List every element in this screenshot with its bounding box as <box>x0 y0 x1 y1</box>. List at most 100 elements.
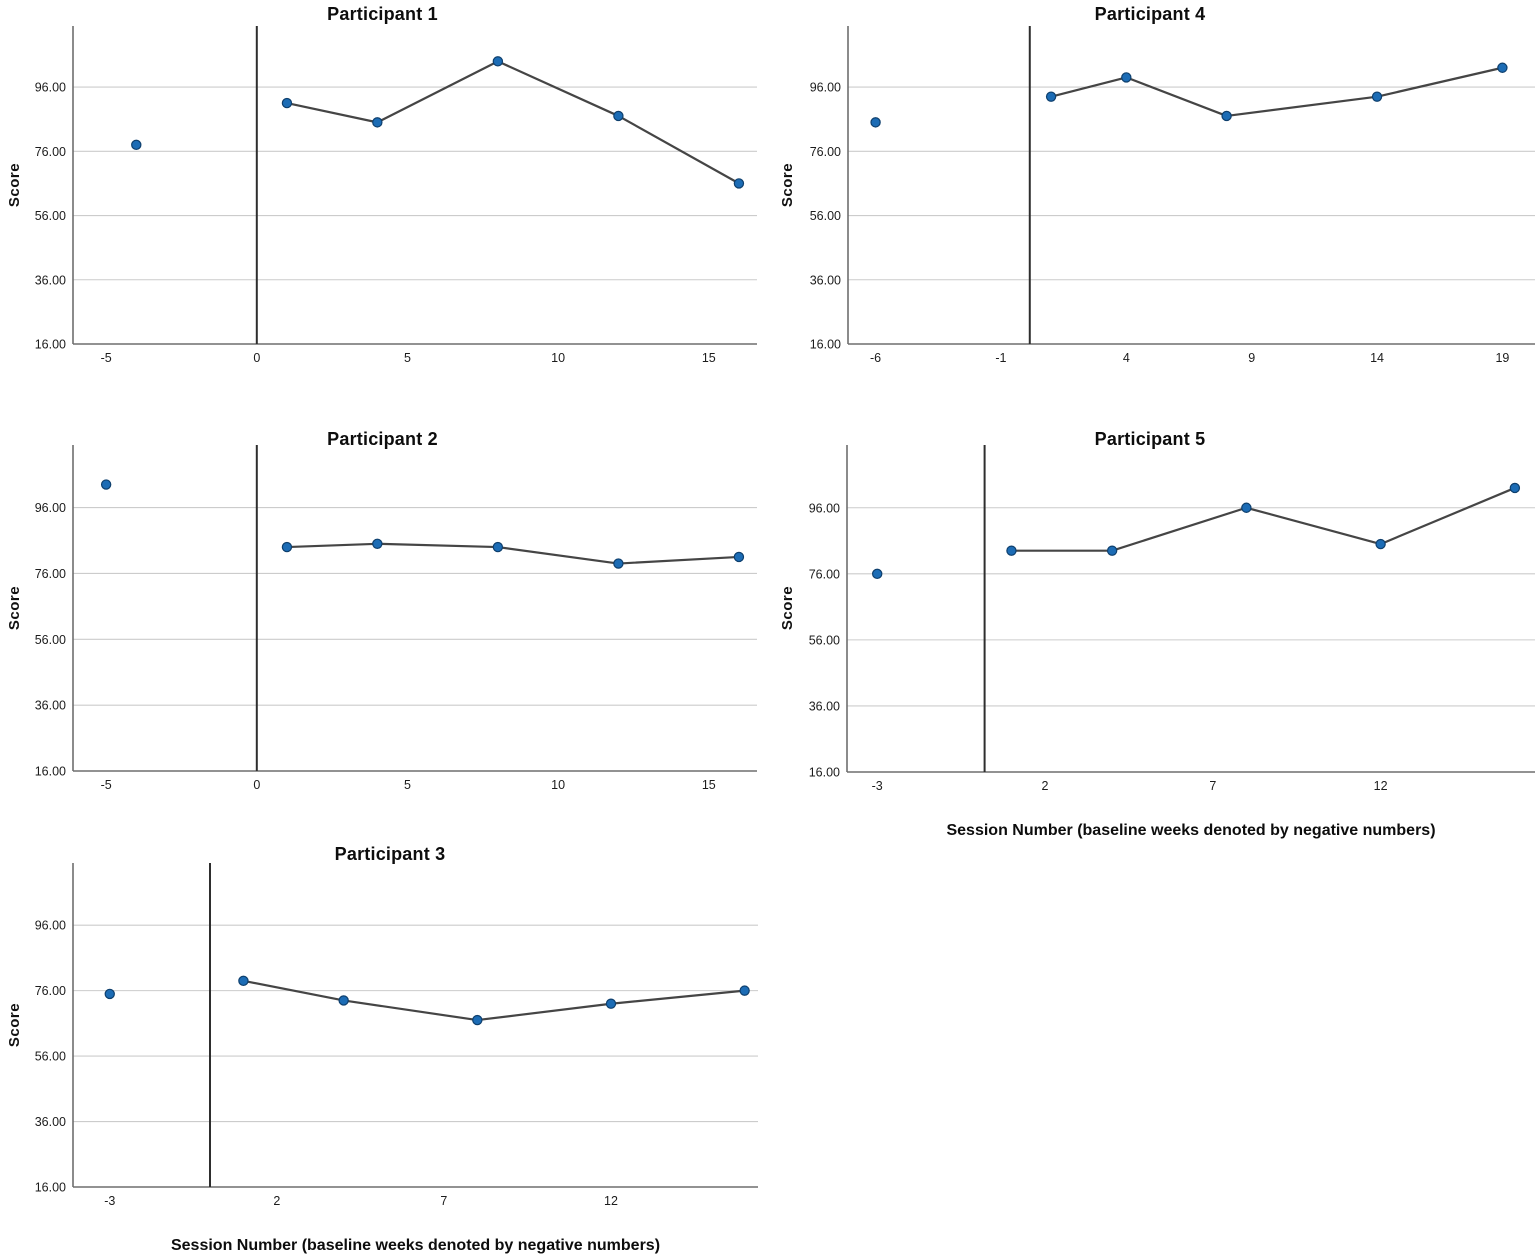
data-point-marker <box>372 117 383 128</box>
y-tick-label: 16.00 <box>809 766 840 780</box>
data-point-marker <box>281 97 293 109</box>
x-tick-label: 7 <box>1209 779 1216 793</box>
x-tick-label: 7 <box>440 1194 447 1208</box>
data-point-marker <box>492 56 504 67</box>
data-point-marker <box>104 988 115 1000</box>
data-point-marker <box>372 538 383 549</box>
data-point-marker <box>1509 482 1521 494</box>
chart-participant-3: Participant 3 Score 16.00 36.00 56.00 76.00… <box>0 830 780 1260</box>
y-tick-label: 56.00 <box>35 209 66 223</box>
data-point-marker <box>739 985 750 996</box>
data-point-marker <box>1375 538 1386 550</box>
y-tick-label: 36.00 <box>35 699 66 713</box>
chart-participant-5: Participant 5 Score 16.00 36.00 56.00 76.00… <box>765 415 1535 860</box>
intervention-line <box>1050 66 1503 118</box>
y-tick-label: 56.00 <box>809 633 840 647</box>
y-tick-label: 76.00 <box>810 145 841 159</box>
chart-title: Participant 3 <box>334 844 446 864</box>
x-tick-label: -1 <box>995 351 1006 365</box>
x-axis-label: Session Number (baseline weeks denoted b… <box>946 822 1436 839</box>
data-point-marker <box>605 998 617 1009</box>
data-point-marker <box>1006 545 1017 556</box>
chart-participant-4: Participant 4 Score 16.00 36.00 56.00 76.00… <box>765 0 1535 400</box>
chart-canvas-participant-3: 16.00 36.00 56.00 76.00 96.00 -3 2 7 12 <box>35 863 758 1208</box>
data-point-marker <box>1371 91 1383 102</box>
y-tick-label: 96.00 <box>35 919 66 933</box>
data-point-marker <box>100 479 112 490</box>
data-point-marker <box>472 1014 483 1026</box>
chart-title: Participant 2 <box>327 429 438 449</box>
chart-participant-2: Participant 2 Score 16.00 36.00 56.00 76.00… <box>0 415 765 815</box>
chart-canvas-participant-5: 16.00 36.00 56.00 76.00 96.00 -3 2 7 12 <box>809 445 1535 793</box>
x-tick-label: 0 <box>253 351 260 365</box>
data-point-marker <box>1221 110 1232 122</box>
x-tick-label: -3 <box>872 779 883 793</box>
chart-canvas-participant-2: 16.00 36.00 56.00 76.00 96.00 -5 0 5 10 15 <box>35 445 757 792</box>
x-tick-label: 5 <box>404 351 411 365</box>
x-tick-label: 5 <box>404 778 411 792</box>
data-point-marker <box>613 558 624 569</box>
data-point-marker <box>1241 502 1252 513</box>
data-point-marker <box>1106 545 1118 556</box>
x-tick-label: 19 <box>1495 351 1509 365</box>
y-tick-label: 56.00 <box>810 209 841 223</box>
data-point-marker <box>281 541 293 553</box>
chart-title: Participant 5 <box>1094 429 1206 449</box>
chart-title: Participant 1 <box>327 4 438 24</box>
data-point-marker <box>1121 72 1132 83</box>
chart-canvas-participant-1: 16.00 36.00 56.00 76.00 96.00 -5 0 5 10 15 <box>35 26 757 365</box>
chart-title: Participant 4 <box>1094 4 1206 24</box>
chart-canvas-participant-4: 16.00 36.00 56.00 76.00 96.00 -6 -1 4 9 14 19 <box>810 26 1535 365</box>
x-tick-label: 9 <box>1248 351 1255 365</box>
x-tick-label: 2 <box>1042 779 1049 793</box>
x-tick-label: 15 <box>702 778 716 792</box>
x-axis-label: Session Number (baseline weeks denoted b… <box>170 1237 661 1254</box>
x-tick-label: -5 <box>101 351 112 365</box>
y-tick-label: 16.00 <box>810 338 841 352</box>
intervention-line <box>243 979 745 1022</box>
y-tick-label: 76.00 <box>809 567 840 581</box>
data-point-marker <box>733 551 745 563</box>
y-tick-label: 16.00 <box>35 338 66 352</box>
x-tick-label: 0 <box>253 778 260 792</box>
x-tick-label: 12 <box>1374 779 1388 793</box>
data-point-marker <box>338 995 349 1006</box>
y-tick-label: 16.00 <box>35 1181 66 1195</box>
y-tick-label: 56.00 <box>35 633 66 647</box>
x-tick-label: -6 <box>870 351 881 365</box>
x-tick-label: 12 <box>604 1194 618 1208</box>
x-tick-label: 10 <box>551 351 565 365</box>
data-point-marker <box>238 975 249 987</box>
y-tick-label: 56.00 <box>35 1050 66 1064</box>
x-tick-label: 4 <box>1123 351 1130 365</box>
y-tick-label: 96.00 <box>810 81 841 95</box>
x-tick-label: 14 <box>1370 351 1384 365</box>
intervention-line <box>286 542 739 565</box>
data-point-marker <box>613 110 624 122</box>
y-tick-label: 36.00 <box>809 699 840 713</box>
y-tick-label: 96.00 <box>809 501 840 515</box>
y-tick-label: 76.00 <box>35 145 66 159</box>
y-tick-label: 16.00 <box>35 765 66 779</box>
data-point-marker <box>870 117 881 128</box>
x-tick-label: -3 <box>104 1194 115 1208</box>
x-tick-label: 2 <box>273 1194 280 1208</box>
y-tick-label: 76.00 <box>35 567 66 581</box>
x-tick-label: -5 <box>101 778 112 792</box>
y-tick-label: 36.00 <box>35 273 66 287</box>
data-point-marker <box>492 541 504 553</box>
y-tick-label: 76.00 <box>35 984 66 998</box>
data-point-marker <box>1497 62 1508 73</box>
y-tick-label: 96.00 <box>35 81 66 95</box>
intervention-line <box>1011 486 1516 552</box>
chart-participant-1: Participant 1 Score 16.00 36.00 56.00 76.00… <box>0 0 765 400</box>
data-point-marker <box>733 178 745 189</box>
y-tick-label: 36.00 <box>35 1115 66 1129</box>
x-tick-label: 10 <box>551 778 565 792</box>
y-tick-label: 36.00 <box>810 273 841 287</box>
x-tick-label: 15 <box>702 351 716 365</box>
y-tick-label: 96.00 <box>35 501 66 515</box>
intervention-line <box>286 60 740 185</box>
data-point-marker <box>131 139 142 151</box>
